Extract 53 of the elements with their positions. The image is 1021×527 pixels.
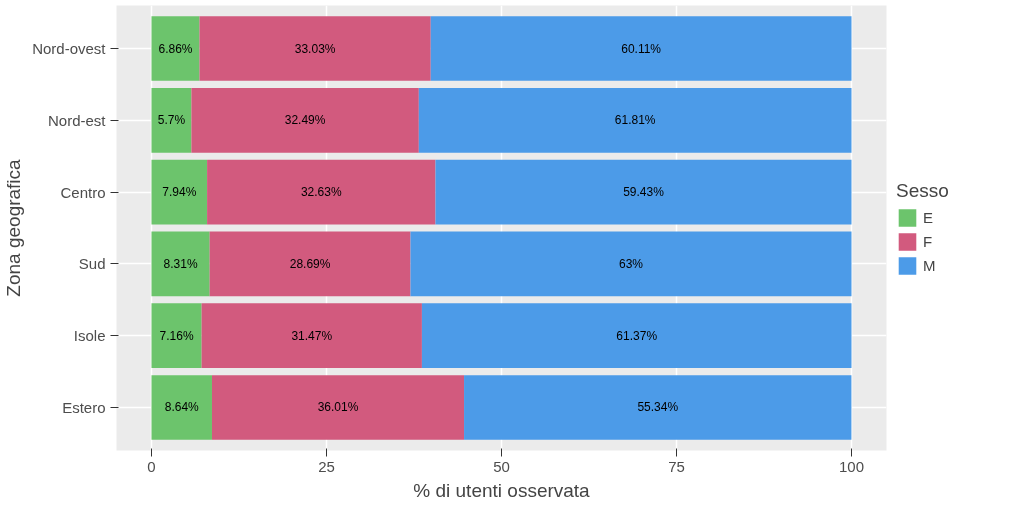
data-label: 63%: [618, 256, 644, 271]
x-tick-label: 75: [668, 457, 685, 475]
data-label: 61.37%: [616, 328, 658, 343]
bar: [151, 159, 208, 225]
data-label: 28.69%: [289, 256, 331, 271]
legend-title: Sesso: [896, 179, 949, 201]
bar: [464, 375, 852, 440]
data-label: 59.43%: [623, 185, 665, 200]
bar: [191, 88, 419, 153]
data-label: 31.47%: [291, 328, 333, 343]
x-tick-label: 100: [838, 457, 865, 475]
data-label: 32.63%: [300, 185, 342, 200]
bar: [151, 16, 200, 81]
y-tick-label: Sud: [78, 255, 106, 273]
y-tick-label: Centro: [60, 183, 106, 201]
y-tick-label: Estero: [62, 398, 106, 416]
bar: [151, 88, 192, 153]
legend-label: M: [923, 256, 937, 274]
x-tick-label: 0: [147, 457, 156, 475]
x-tick-label: 50: [493, 457, 510, 475]
data-label: 36.01%: [317, 400, 359, 415]
bar: [151, 231, 210, 297]
y-axis-title: Zona geografica: [3, 158, 25, 297]
data-label: 32.49%: [284, 113, 326, 128]
legend-label: E: [923, 208, 934, 226]
data-label: 55.34%: [637, 400, 679, 415]
y-tick-label: Isole: [73, 327, 106, 345]
data-label: 8.64%: [164, 400, 200, 415]
y-tick-label: Nord-ovest: [32, 40, 107, 58]
bar: [421, 303, 852, 368]
bar: [410, 231, 852, 297]
bar: [209, 231, 411, 297]
legend-label: F: [923, 232, 934, 250]
y-tick-label: Nord-est: [47, 111, 107, 129]
bar: [201, 303, 422, 368]
data-label: 60.11%: [621, 41, 662, 56]
bar: [151, 303, 202, 368]
data-label: 7.94%: [162, 185, 197, 200]
bar: [199, 16, 431, 81]
data-label: 5.7%: [157, 113, 186, 128]
bar: [418, 88, 852, 153]
data-label: 7.16%: [159, 328, 194, 343]
data-label: 6.86%: [158, 41, 193, 56]
data-label: 8.31%: [163, 256, 198, 271]
bar: [211, 375, 465, 440]
x-tick-label: 25: [318, 457, 335, 475]
bar: [207, 159, 436, 225]
bar: [151, 375, 212, 440]
data-label: 61.81%: [614, 113, 656, 128]
bar: [430, 16, 852, 81]
bar: [435, 159, 852, 225]
x-axis-title: % di utenti osservata: [413, 479, 591, 501]
data-label: 33.03%: [294, 41, 336, 56]
